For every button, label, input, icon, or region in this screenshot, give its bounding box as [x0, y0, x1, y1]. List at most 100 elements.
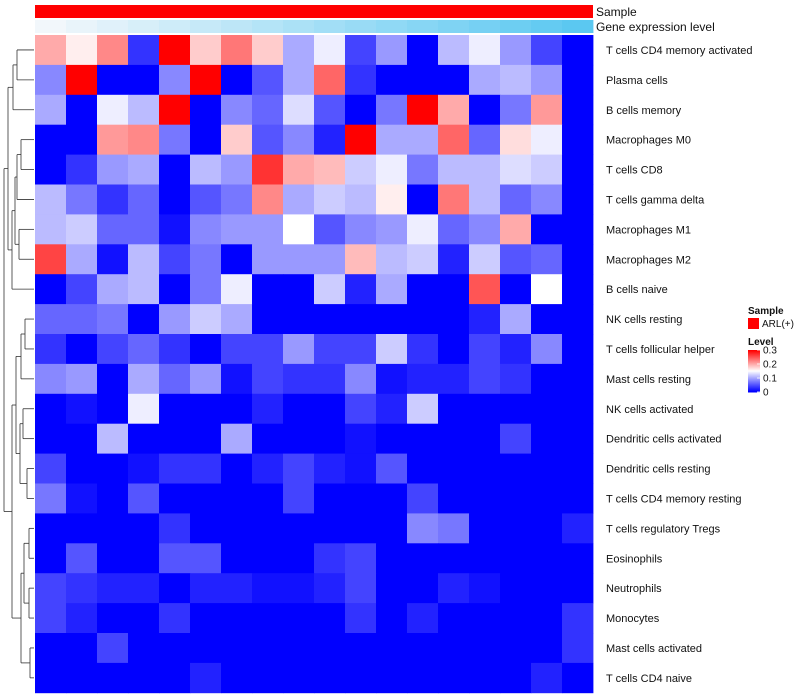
heatmap-cell-r18-c6	[221, 573, 253, 604]
row-label: Macrophages M0	[606, 135, 691, 147]
legend-level-gradient-step	[748, 362, 760, 364]
heatmap-cell-r10-c7	[252, 334, 284, 365]
expression-track-cell	[314, 20, 346, 33]
heatmap-cell-r15-c15	[500, 483, 532, 514]
heatmap-cell-r20-c12	[407, 633, 439, 664]
heatmap-cell-r5-c10	[345, 184, 377, 215]
heatmap-cell-r21-c14	[469, 662, 501, 694]
heatmap-cell-r18-c9	[314, 573, 346, 604]
legend-level-gradient-step	[748, 350, 760, 352]
heatmap-cell-r19-c0	[35, 603, 67, 634]
legend-level-gradient-step	[748, 377, 760, 379]
heatmap-cell-r9-c11	[376, 304, 408, 335]
heatmap-cell-r1-c10	[345, 64, 377, 96]
heatmap-cell-r9-c6	[221, 304, 253, 335]
expression-track-cell	[407, 20, 439, 33]
heatmap-cell-r0-c11	[376, 35, 408, 66]
heatmap-cell-r17-c14	[469, 543, 501, 574]
heatmap-cell-r12-c15	[500, 393, 532, 425]
legend-level-gradient-step	[748, 368, 760, 370]
legend-level-title: Level	[748, 337, 774, 348]
heatmap-cell-r11-c4	[159, 363, 191, 395]
heatmap-cell-r5-c9	[314, 184, 346, 215]
heatmap-cell-r8-c6	[221, 274, 253, 305]
heatmap-cell-r20-c0	[35, 633, 67, 664]
heatmap-cell-r7-c14	[469, 244, 501, 275]
heatmap-cell-r19-c17	[562, 603, 594, 634]
heatmap-cell-r17-c0	[35, 543, 67, 574]
heatmap-cell-r11-c9	[314, 363, 346, 395]
heatmap-cell-r2-c6	[221, 94, 253, 126]
heatmap-cell-r15-c16	[531, 483, 563, 514]
heatmap-cell-r7-c1	[66, 244, 98, 275]
heatmap-cell-r2-c8	[283, 94, 315, 126]
heatmap-cell-r1-c7	[252, 64, 284, 96]
heatmap-cell-r1-c9	[314, 64, 346, 96]
heatmap-cell-r21-c12	[407, 662, 439, 694]
annotation-tracks	[35, 5, 594, 33]
heatmap-cell-r18-c12	[407, 573, 439, 604]
heatmap-cell-r11-c16	[531, 363, 563, 395]
expression-track-cell	[35, 20, 67, 33]
heatmap-cell-r12-c9	[314, 393, 346, 425]
legend-level-gradient-step	[748, 359, 760, 361]
legend-level-gradient-step	[748, 384, 760, 386]
heatmap-cell-r5-c4	[159, 184, 191, 215]
heatmap-cell-r9-c15	[500, 304, 532, 335]
heatmap-cell-r14-c4	[159, 453, 191, 484]
heatmap-cell-r17-c8	[283, 543, 315, 574]
heatmap-cell-r0-c7	[252, 35, 284, 66]
heatmap-cell-r13-c6	[221, 423, 253, 454]
heatmap-cell-r13-c1	[66, 423, 98, 454]
heatmap-cell-r0-c13	[438, 35, 470, 66]
expression-track-cell	[469, 20, 501, 33]
heatmap-cell-r19-c2	[97, 603, 129, 634]
heatmap-cell-r4-c2	[97, 154, 129, 185]
heatmap-cell-r14-c17	[562, 453, 594, 484]
expression-track-cell	[562, 20, 594, 33]
heatmap-cell-r12-c12	[407, 393, 439, 425]
legend-level-gradient-step	[748, 390, 760, 392]
heatmap-cell-r9-c10	[345, 304, 377, 335]
heatmap-cell-r4-c4	[159, 154, 191, 185]
heatmap-cell-r17-c1	[66, 543, 98, 574]
heatmap-cell-r3-c6	[221, 124, 253, 155]
heatmap-cell-r4-c3	[128, 154, 160, 185]
heatmap-cell-r13-c15	[500, 423, 532, 454]
heatmap-cell-r21-c16	[531, 662, 563, 694]
heatmap-cell-r5-c6	[221, 184, 253, 215]
heatmap-cell-r0-c17	[562, 35, 594, 66]
legend-level-gradient-step	[748, 379, 760, 381]
heatmap-cell-r11-c6	[221, 363, 253, 395]
heatmap-cell-r11-c13	[438, 363, 470, 395]
heatmap-cell-r18-c7	[252, 573, 284, 604]
heatmap-cell-r8-c16	[531, 274, 563, 305]
heatmap-cell-r2-c15	[500, 94, 532, 126]
heatmap-cell-r15-c17	[562, 483, 594, 514]
heatmap-cell-r17-c3	[128, 543, 160, 574]
heatmap-cell-r20-c7	[252, 633, 284, 664]
heatmap-cell-r8-c11	[376, 274, 408, 305]
heatmap-cell-r19-c8	[283, 603, 315, 634]
heatmap-cell-r20-c5	[190, 633, 222, 664]
heatmap-cell-r7-c5	[190, 244, 222, 275]
heatmap-cell-r10-c3	[128, 334, 160, 365]
heatmap-cell-r18-c13	[438, 573, 470, 604]
heatmap-cell-r19-c3	[128, 603, 160, 634]
heatmap-cell-r7-c4	[159, 244, 191, 275]
heatmap-cell-r20-c1	[66, 633, 98, 664]
heatmap-cell-r13-c17	[562, 423, 594, 454]
expression-track-cell	[221, 20, 253, 33]
heatmap-cell-r16-c5	[190, 513, 222, 544]
heatmap-cell-r18-c2	[97, 573, 129, 604]
heatmap-cell-r8-c9	[314, 274, 346, 305]
heatmap-cell-r18-c11	[376, 573, 408, 604]
heatmap-cell-r12-c3	[128, 393, 160, 425]
heatmap-cell-r14-c8	[283, 453, 315, 484]
heatmap-cell-r9-c16	[531, 304, 563, 335]
legend-level-gradient-step	[748, 356, 760, 358]
heatmap-cell-r1-c8	[283, 64, 315, 96]
heatmap-cell-r5-c17	[562, 184, 594, 215]
